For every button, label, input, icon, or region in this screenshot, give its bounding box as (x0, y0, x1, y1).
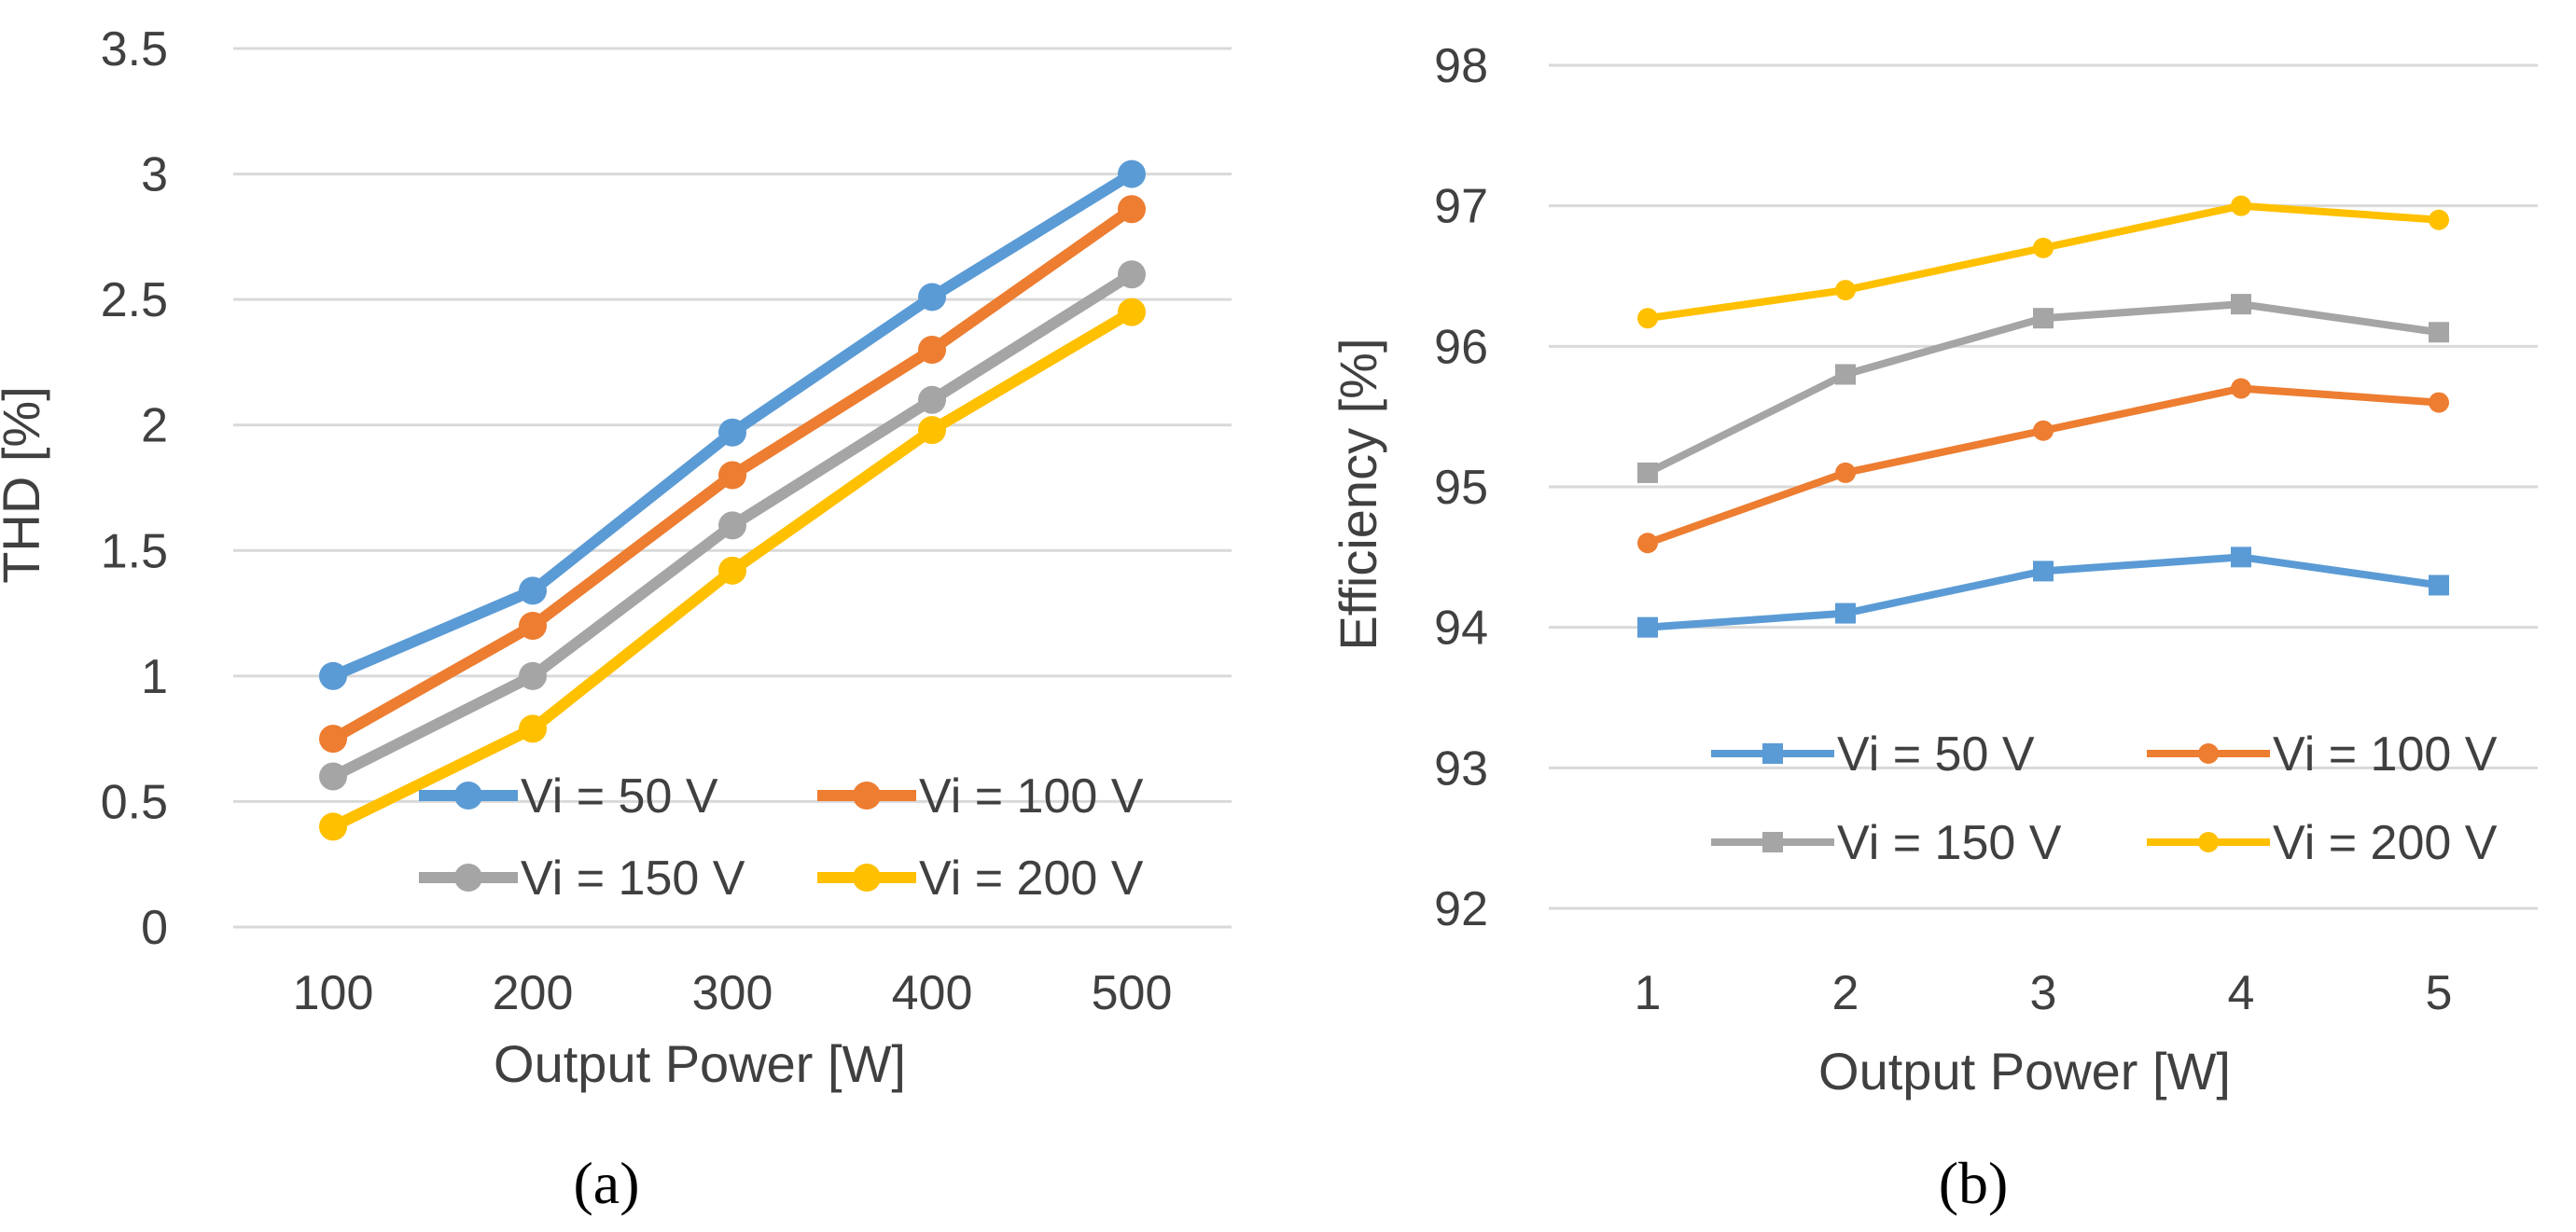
legend-label: Vi = 150 V (1837, 816, 2062, 870)
data-point (2231, 294, 2251, 315)
data-point (718, 556, 746, 585)
legend-swatch-marker (1762, 832, 1783, 852)
legend-swatch-marker (2198, 743, 2219, 764)
legend-label: Vi = 200 V (2273, 816, 2498, 870)
data-point (718, 461, 746, 490)
data-point (2429, 209, 2449, 230)
panel-label: (a) (573, 1150, 639, 1216)
y-tick-label: 2.5 (101, 273, 168, 327)
data-point (918, 385, 946, 414)
legend-label: Vi = 150 V (521, 851, 745, 906)
data-point (1835, 462, 1856, 483)
data-point (1637, 616, 1658, 638)
x-tick-label: 2 (1832, 966, 1859, 1020)
panel-label: (b) (1939, 1150, 2009, 1216)
legend-swatch-marker (2198, 832, 2219, 852)
data-point (319, 812, 347, 841)
data-point (1118, 260, 1146, 289)
y-tick-label: 0 (141, 901, 168, 955)
data-point (519, 714, 547, 743)
x-tick-label: 500 (1092, 966, 1173, 1020)
legend-label: Vi = 200 V (919, 851, 1144, 906)
y-tick-label: 95 (1434, 461, 1488, 515)
data-point (2429, 574, 2449, 596)
data-point (1118, 298, 1146, 326)
legend-swatch-marker (1762, 743, 1783, 764)
chart-thd: 0 0.5 1 1.5 2 2.5 3 3.5 100 200 300 400 500 Output Po… (0, 22, 1232, 1216)
legend-swatch-marker (454, 782, 482, 810)
data-point (2231, 195, 2251, 216)
y-tick-label: 92 (1434, 882, 1488, 936)
data-point (1637, 533, 1658, 554)
legend-label: Vi = 50 V (521, 769, 718, 824)
data-point (918, 416, 946, 445)
x-axis-title: Output Power [W] (494, 1034, 906, 1093)
x-tick-label: 4 (2228, 966, 2255, 1020)
data-point (1637, 462, 1658, 483)
data-point (519, 661, 547, 690)
series-line (1644, 300, 2443, 477)
data-point (2033, 420, 2054, 441)
y-tick-label: 96 (1434, 320, 1488, 374)
data-point (1118, 159, 1146, 188)
data-point (2033, 561, 2054, 582)
y-tick-label: 0.5 (101, 775, 168, 829)
data-point (319, 725, 347, 754)
y-tick-label: 98 (1434, 39, 1488, 93)
x-tick-label: 3 (2030, 966, 2057, 1020)
data-point (2033, 308, 2054, 329)
y-tick-label: 3 (141, 148, 168, 202)
x-tick-label: 1 (1635, 966, 1662, 1020)
data-point (2033, 237, 2054, 258)
data-point (519, 612, 547, 641)
y-axis-title: THD [%] (0, 386, 50, 584)
y-tick-label: 1 (141, 650, 168, 704)
data-point (2429, 322, 2449, 343)
x-tick-label: 100 (293, 966, 374, 1020)
data-point (519, 576, 547, 605)
y-tick-label: 2 (141, 399, 168, 453)
chart-efficiency: 92 93 94 95 96 97 98 1 2 3 4 5 Output Power [W] Effic… (1329, 39, 2538, 1216)
data-point (1835, 280, 1856, 301)
y-tick-label: 1.5 (101, 524, 168, 578)
data-point (718, 418, 746, 447)
data-point (918, 335, 946, 364)
y-tick-label: 93 (1434, 741, 1488, 796)
data-point (319, 661, 347, 690)
data-point (1835, 602, 1856, 624)
data-point (2231, 378, 2251, 399)
y-axis-title: Efficiency [%] (1329, 338, 1387, 650)
data-point (2231, 547, 2251, 568)
series-line (1644, 201, 2443, 323)
data-point (1835, 364, 1856, 385)
x-tick-label: 300 (692, 966, 773, 1020)
y-tick-label: 94 (1434, 602, 1488, 656)
legend-label: Vi = 100 V (919, 769, 1144, 824)
data-point (2429, 392, 2449, 413)
legend-label: Vi = 100 V (2273, 727, 2498, 782)
y-tick-label: 3.5 (101, 22, 168, 76)
x-tick-label: 400 (892, 966, 973, 1020)
legend-label: Vi = 50 V (1837, 727, 2035, 782)
data-point (718, 511, 746, 540)
y-tick-label: 97 (1434, 180, 1488, 234)
legend-swatch-marker (853, 864, 881, 892)
data-point (1637, 308, 1658, 329)
legend-swatch-marker (853, 782, 881, 810)
data-point (319, 762, 347, 791)
x-tick-label: 5 (2426, 966, 2453, 1020)
legend-swatch-marker (454, 864, 482, 892)
data-point (918, 283, 946, 311)
x-axis-title: Output Power [W] (1818, 1042, 2231, 1100)
data-point (1118, 195, 1146, 224)
x-tick-label: 200 (493, 966, 574, 1020)
